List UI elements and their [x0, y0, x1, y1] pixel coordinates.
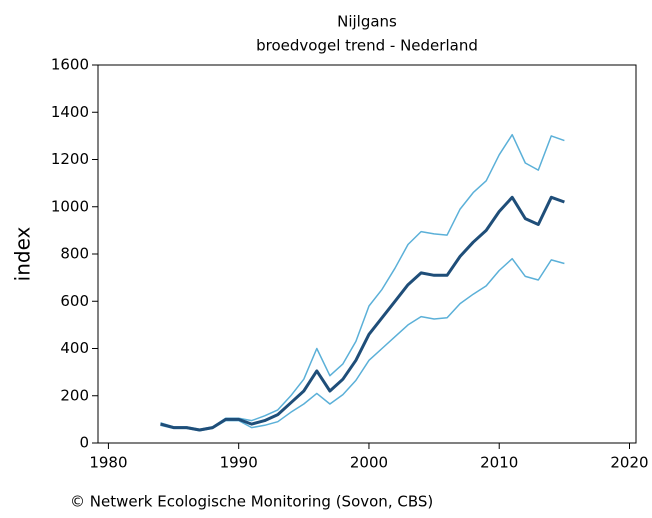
series-line [160, 195, 565, 432]
series-line [160, 133, 565, 431]
x-tick-label: 2020 [610, 454, 648, 472]
y-tick-label: 0 [79, 434, 89, 452]
y-tick-label: 1600 [51, 56, 89, 74]
x-tick-label: 2000 [350, 454, 388, 472]
footer: © Netwerk Ecologische Monitoring (Sovon,… [70, 493, 433, 511]
y-axis-label: index [11, 226, 35, 281]
chart-title: Nijlgans [337, 13, 397, 31]
y-tick-label: 1200 [51, 150, 89, 168]
y-tick-label: 200 [60, 386, 89, 404]
chart-subtitle: broedvogel trend - Nederland [256, 37, 478, 55]
y-tick-label: 1400 [51, 103, 89, 121]
y-tick-label: 1000 [51, 197, 89, 215]
y-tick-label: 400 [60, 339, 89, 357]
x-tick-label: 1980 [89, 454, 127, 472]
x-tick-label: 1990 [220, 454, 258, 472]
y-tick-label: 600 [60, 292, 89, 310]
plot-frame [97, 64, 637, 444]
y-tick-label: 800 [60, 245, 89, 263]
x-tick-label: 2010 [480, 454, 518, 472]
